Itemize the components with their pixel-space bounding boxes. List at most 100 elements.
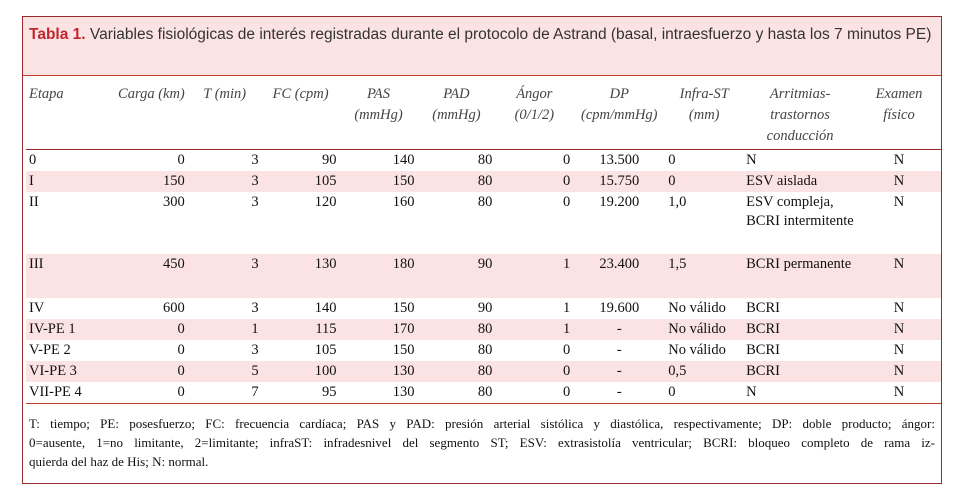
table-cell: 90 [322,152,337,168]
header-line: PAS [366,86,391,102]
table-cell: 80 [477,152,493,168]
column-header: Arritmias-trastornos conducción [743,76,857,150]
footnote: T: tiempo; PE: posesfuerzo; FC: frecuenc… [23,404,941,471]
column-header: Ángor (0/1/2) [495,76,573,150]
table-cell: 3 [251,300,259,316]
table-cell: 0 [107,319,188,340]
table-cell: 100 [261,361,340,382]
table-cell: 0 [563,152,571,168]
column-header: Etapa [26,76,108,150]
table-cell: 0 [177,342,185,358]
table-row: III 450 3 130 180 90 1 23.400 1,5 BCRI permanente… [26,254,941,298]
table-cell: No válido [665,319,744,340]
table-cell: 300 [163,194,185,210]
header-line: conducción [766,128,834,144]
table-cell: 1,0 [668,194,687,210]
table-cell: No válido [668,342,726,358]
table-cell: 160 [392,194,415,210]
table-cell: 150 [339,171,418,192]
table-cell: - [616,342,622,358]
table-row: II 300 3 120 160 80 0 19.200 1,0 ESV compleja, BC… [26,192,941,254]
table-cell: 0 [177,152,185,168]
table-cell: 13.500 [599,152,640,168]
table-cell: VI-PE 3 [26,361,108,382]
table-cell: ESV aislada [743,171,858,192]
footnote-line: T: tiempo; PE: posesfuerzo; FC: frecuenc… [29,416,935,431]
table-cell: N [857,361,941,382]
table-cell: 7 [251,384,259,400]
table-row: IV 600 3 140 150 90 1 19.600 No válido BCRI N [26,298,941,319]
table-row: IV-PE 1 0 1 115 170 80 1- No válido BCRI N [26,319,941,340]
table-cell: 1,5 [665,254,744,298]
header-line: Examen [875,86,923,102]
table-cell: 3 [251,342,259,358]
table-cell: II [29,194,39,210]
header-line: T (min) [203,86,247,102]
caption: Tabla 1. Variables fisiológicas de inter… [23,17,941,76]
table-cell: 0 [563,194,571,210]
table-cell: 150 [392,342,415,358]
table-cell: N [857,319,941,340]
table-cell: 1 [495,254,574,298]
header-line: (mmHg) [432,107,481,123]
table-cell: N [857,171,941,192]
table-cell: 600 [163,300,185,316]
caption-text: Variables fisiológicas de interés regist… [89,26,932,43]
data-table: Etapa Carga (km) T (min) FC (cpm) PAS (mmHg) P… [26,76,941,404]
table-cell: 130 [261,254,340,298]
table-row: VII-PE 4 0 7 95 130 80 0 - 0 N N [26,382,941,404]
table-cell: BCRI [746,342,780,358]
table-cell: 3 [251,152,259,168]
table-cell: 80 [417,319,496,340]
table-cell: 0 [177,384,185,400]
table-cell: N [893,300,905,316]
column-header: PAS (mmHg) [340,76,418,150]
header-line: PAD [443,86,470,102]
table-cell: 3 [251,194,259,210]
header-line: Infra-ST [679,86,729,102]
footnote-line: quierda del haz de His; N: normal. [29,454,209,469]
header-line: (mm) [688,107,720,123]
table-cell: 150 [107,171,188,192]
table-cell: 130 [392,384,415,400]
table-row: VI-PE 3 0 5 100 130 80 0-0,5 BCRI N [26,361,941,382]
table-cell: 80 [417,171,496,192]
table-cell: 5 [187,361,262,382]
column-header: PAD (mmHg) [417,76,495,150]
table-cell: VII-PE 4 [29,384,82,400]
table-cell: IV-PE 1 [26,319,108,340]
table-cell: 80 [477,194,493,210]
header-line: FC (cpm) [272,86,329,102]
table-panel: Tabla 1. Variables fisiológicas de inter… [22,16,942,484]
table-cell: 1 [187,319,262,340]
header-line: Ángor [516,86,553,102]
table-cell: 23.400 [573,254,666,298]
table-cell: 19.200 [599,194,640,210]
table-cell: 170 [339,319,418,340]
table-cell: 1 [495,319,574,340]
table-cell: 0 [563,384,571,400]
table-cell: 450 [107,254,188,298]
table-cell: 90 [477,300,493,316]
table-cell: - [573,361,666,382]
header-line: Carga (km) [118,86,185,102]
column-header: Carga (km) [108,76,188,150]
table-cell: BCRI permanente [743,254,858,298]
table-cell: N [893,384,905,400]
header-line: trastornos [770,107,830,123]
table-cell: 1 [563,300,571,316]
table-cell: BCRI [746,300,780,316]
table-cell: 140 [392,152,415,168]
table-cell: 130 [339,361,418,382]
table-cell: - [616,384,622,400]
header-line: (mmHg) [354,107,403,123]
table-cell: 140 [314,300,337,316]
table-cell: N [857,254,941,298]
table-cell: III [26,254,108,298]
table-cell: 0 [29,152,37,168]
table-cell: 150 [392,300,415,316]
table-cell: 105 [314,342,337,358]
table-cell: 95 [322,384,337,400]
table-cell: IV [29,300,45,316]
table-cell: 0,5 [665,361,744,382]
